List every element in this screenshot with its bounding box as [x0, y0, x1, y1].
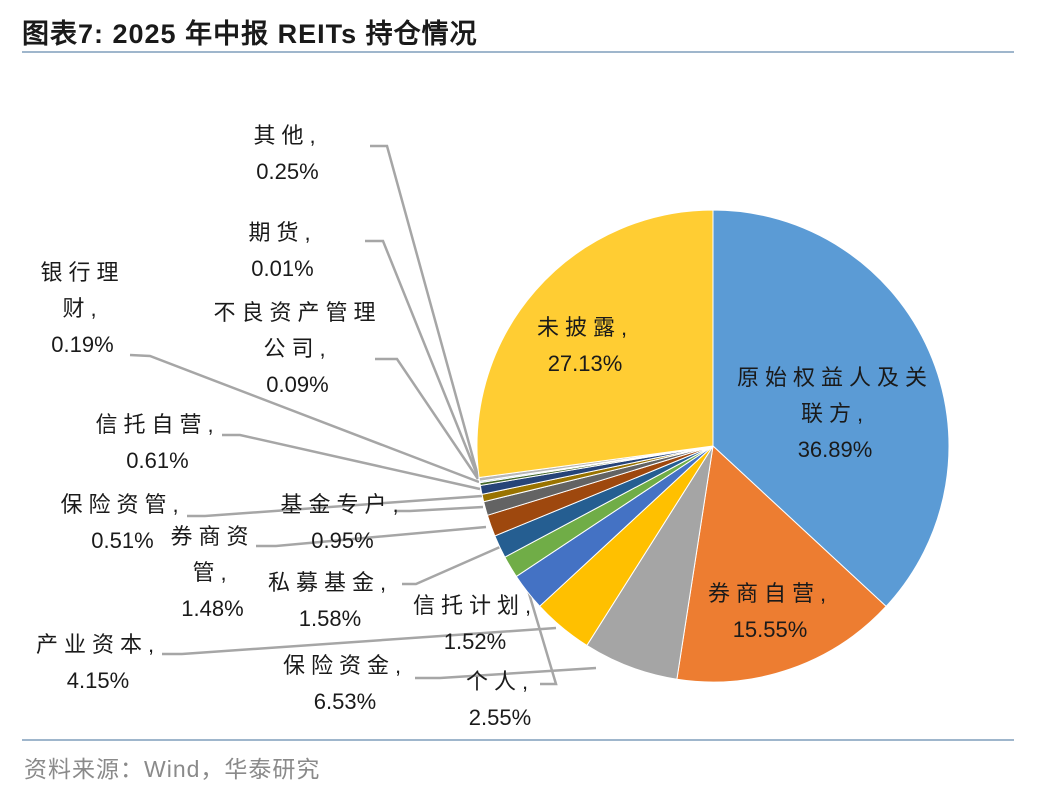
slice-value: 0.95%	[311, 528, 374, 553]
slice-value: 6.53%	[313, 689, 377, 714]
data-label: 不良资产管理公司, 0.09%	[210, 295, 385, 403]
data-label: 券商自营, 15.55%	[690, 576, 850, 648]
slice-name: 私募基金,	[267, 570, 393, 595]
slice-name: 其他,	[253, 123, 322, 148]
data-label: 基金专户, 0.95%	[270, 487, 415, 559]
leader-line	[395, 505, 484, 513]
data-label: 银行理财, 0.19%	[35, 255, 130, 363]
slice-value: 4.15%	[66, 668, 130, 693]
leader-line	[222, 433, 481, 491]
data-label: 期货, 0.01%	[195, 215, 370, 287]
pie-slices	[476, 209, 950, 683]
data-label: 原始权益人及关联方, 36.89%	[735, 360, 935, 468]
slice-value: 0.19%	[51, 332, 114, 357]
slice-value: 27.13%	[547, 351, 623, 376]
slice-value: 15.55%	[732, 617, 808, 642]
slice-name: 信托计划,	[412, 593, 538, 618]
pie-slice	[712, 209, 950, 608]
slice-value: 36.89%	[797, 437, 873, 462]
footer-divider	[22, 739, 1014, 741]
slice-name: 信托自营,	[95, 412, 220, 437]
data-label: 券商资管, 1.48%	[165, 519, 260, 627]
leader-line	[256, 525, 487, 548]
data-label: 未披露, 27.13%	[520, 310, 650, 382]
slice-value: 0.51%	[91, 528, 154, 553]
pie-slice	[476, 209, 714, 479]
slice-value: 1.52%	[443, 629, 507, 654]
leader-line	[402, 545, 501, 586]
leader-line	[526, 589, 558, 686]
data-label: 私募基金, 1.58%	[255, 565, 405, 637]
slice-name: 未披露,	[536, 315, 634, 340]
data-label: 个人, 2.55%	[430, 664, 570, 736]
title-divider	[22, 51, 1014, 53]
data-label: 其他, 0.25%	[200, 118, 375, 190]
data-label: 保险资金, 6.53%	[270, 648, 420, 720]
data-label: 产业资本, 4.15%	[18, 627, 178, 699]
slice-value: 0.09%	[266, 372, 329, 397]
leader-line	[415, 666, 597, 680]
data-label: 保险资管, 0.51%	[50, 487, 195, 559]
slice-name: 券商自营,	[707, 581, 833, 606]
leader-line	[129, 353, 480, 484]
pie-slice	[676, 444, 887, 683]
slice-value: 0.01%	[251, 256, 314, 281]
slice-name: 保险资管,	[60, 492, 185, 517]
slice-value: 1.48%	[181, 596, 244, 621]
slice-value: 2.55%	[468, 705, 532, 730]
source-note: 资料来源：Wind，华泰研究	[24, 756, 321, 782]
slice-name: 个人,	[465, 669, 535, 694]
slice-name: 原始权益人及关联方,	[736, 365, 933, 426]
slice-name: 银行理财,	[40, 260, 125, 321]
leader-line	[187, 494, 483, 518]
chart-title: 图表7: 2025 年中报 REITs 持仓情况	[22, 19, 478, 49]
data-label: 信托自营, 0.61%	[85, 407, 230, 479]
leader-line	[162, 626, 557, 656]
slice-name: 保险资金,	[282, 653, 408, 678]
data-label: 信托计划, 1.52%	[400, 588, 550, 660]
slice-name: 产业资本,	[35, 632, 161, 657]
slice-value: 1.58%	[298, 606, 362, 631]
leader-line	[365, 239, 480, 478]
slice-name: 券商资管,	[170, 524, 255, 585]
leader-lines	[129, 144, 597, 686]
slice-value: 0.61%	[126, 448, 189, 473]
leader-line	[375, 357, 480, 480]
slice-name: 基金专户,	[280, 492, 405, 517]
slice-value: 0.25%	[256, 159, 319, 184]
slice-name: 期货,	[248, 220, 317, 245]
slice-name: 不良资产管理公司,	[213, 300, 382, 361]
leader-line	[370, 144, 480, 477]
